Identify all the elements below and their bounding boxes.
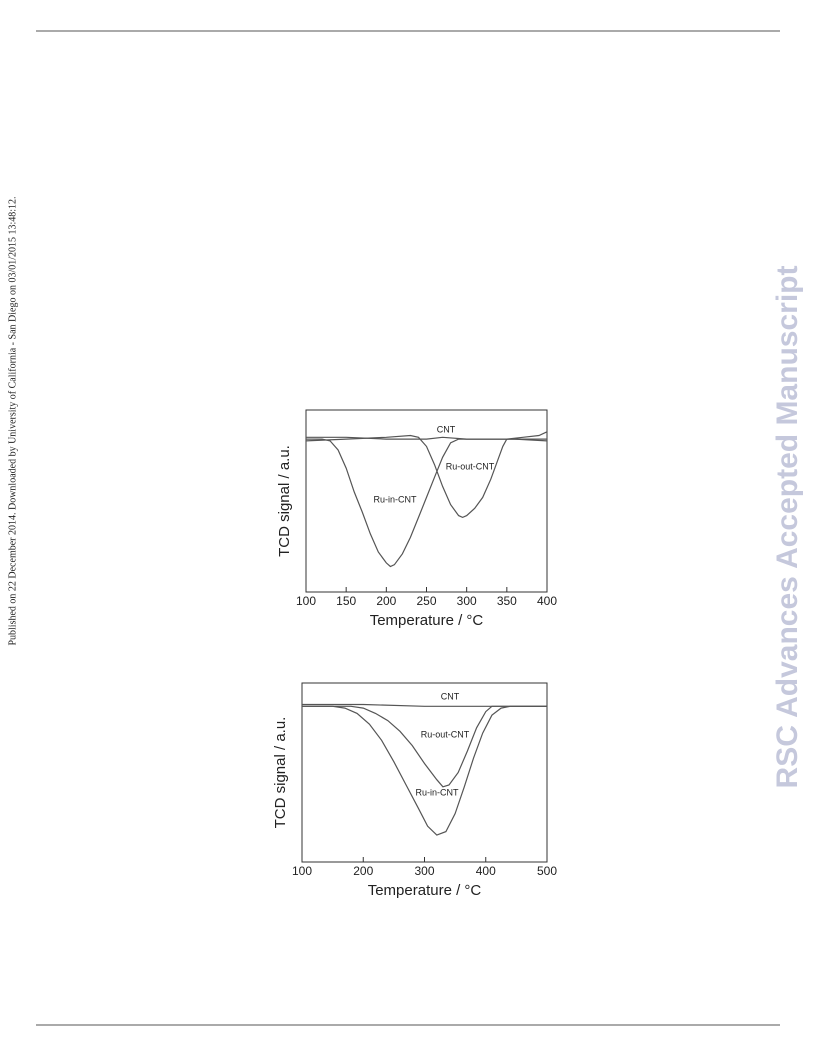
x-axis-label: Temperature / °C (370, 612, 484, 629)
x-tick-label: 100 (292, 864, 312, 878)
series-line (306, 438, 547, 568)
x-tick-label: 200 (376, 594, 396, 608)
x-tick-label: 300 (457, 594, 477, 608)
plot-frame (301, 682, 548, 863)
x-tick-label: 400 (476, 864, 496, 878)
x-tick-label: 250 (416, 594, 436, 608)
x-tick-label: 500 (537, 864, 557, 878)
watermark: RSC Advances Accepted Manuscript (771, 266, 804, 789)
x-tick-label: 150 (336, 594, 356, 608)
side-note: Published on 22 December 2014. Downloade… (7, 196, 18, 645)
x-tick-label: 350 (497, 594, 517, 608)
series-label: CNT (437, 424, 456, 434)
series-label: Ru-out-CNT (446, 461, 495, 471)
x-axis-label: Temperature / °C (368, 882, 482, 899)
series-label: Ru-in-CNT (373, 494, 417, 504)
x-tick-label: 300 (414, 864, 434, 878)
series-label: Ru-out-CNT (421, 729, 470, 739)
series-line (305, 434, 548, 519)
series-line (302, 705, 547, 788)
series-label: Ru-in-CNT (415, 787, 459, 797)
series-label: CNT (441, 691, 460, 701)
series-line (302, 705, 547, 836)
x-tick-label: 200 (353, 864, 373, 878)
y-axis-label: TCD signal / a.u. (272, 717, 289, 829)
y-axis-label: TCD signal / a.u. (276, 445, 293, 557)
x-tick-label: 100 (296, 594, 316, 608)
x-tick-label: 400 (537, 594, 557, 608)
series-line (306, 431, 548, 440)
